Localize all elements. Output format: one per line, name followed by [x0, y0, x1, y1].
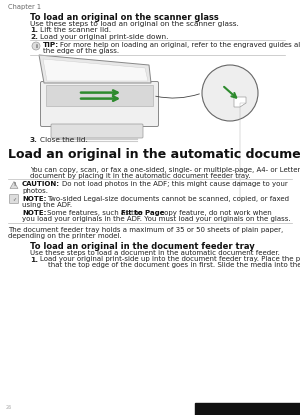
Text: 1.: 1. — [30, 27, 38, 34]
Text: Do not load photos in the ADF; this might cause damage to your: Do not load photos in the ADF; this migh… — [62, 181, 288, 187]
Text: Close the lid.: Close the lid. — [40, 137, 88, 143]
Polygon shape — [234, 97, 246, 107]
Circle shape — [32, 42, 40, 50]
Text: 26: 26 — [6, 405, 12, 410]
Circle shape — [202, 65, 258, 121]
Text: Fit to Page: Fit to Page — [121, 210, 164, 216]
Text: Two-sided Legal-size documents cannot be scanned, copied, or faxed: Two-sided Legal-size documents cannot be… — [47, 196, 289, 202]
Text: 1.: 1. — [30, 256, 38, 263]
Text: To load an original on the scanner glass: To load an original on the scanner glass — [30, 13, 219, 22]
Text: You can copy, scan, or fax a one-sided, single- or multiple-page, A4- or Letter-: You can copy, scan, or fax a one-sided, … — [30, 167, 300, 173]
Text: !: ! — [13, 183, 15, 188]
Text: using the ADF.: using the ADF. — [22, 203, 72, 208]
Text: ✓: ✓ — [12, 196, 16, 202]
Text: photos.: photos. — [22, 188, 48, 193]
Text: Some features, such as the: Some features, such as the — [47, 210, 145, 216]
FancyBboxPatch shape — [51, 124, 143, 138]
FancyBboxPatch shape — [40, 81, 158, 127]
Text: document by placing it in the automatic document feeder tray.: document by placing it in the automatic … — [30, 173, 250, 179]
Text: depending on the printer model.: depending on the printer model. — [8, 233, 122, 239]
Text: For more help on loading an original, refer to the engraved guides along: For more help on loading an original, re… — [60, 42, 300, 48]
Text: you load your originals in the ADF. You must load your originals on the glass.: you load your originals in the ADF. You … — [22, 217, 291, 222]
Text: 2.: 2. — [30, 34, 38, 40]
Text: Load your original print-side up into the document feeder tray. Place the pages : Load your original print-side up into th… — [40, 256, 300, 263]
Text: TIP:: TIP: — [43, 42, 59, 48]
Text: The document feeder tray holds a maximum of 35 or 50 sheets of plain paper,: The document feeder tray holds a maximum… — [8, 227, 283, 233]
Text: Load an original in the automatic document feeder (ADF): Load an original in the automatic docume… — [8, 148, 300, 161]
Text: Load your original print-side down.: Load your original print-side down. — [40, 34, 169, 40]
Bar — [46, 85, 153, 106]
Text: 3.: 3. — [30, 137, 38, 143]
Polygon shape — [10, 181, 18, 188]
Text: i: i — [35, 44, 37, 49]
Text: copy feature, do not work when: copy feature, do not work when — [158, 210, 272, 216]
Text: Chapter 1: Chapter 1 — [8, 4, 41, 10]
Polygon shape — [43, 59, 148, 81]
Bar — [195, 403, 300, 415]
Text: To load an original in the document feeder tray: To load an original in the document feed… — [30, 242, 255, 251]
Text: Use these steps to load an original on the scanner glass.: Use these steps to load an original on t… — [30, 21, 239, 27]
Polygon shape — [39, 55, 151, 83]
Text: that the top edge of the document goes in first. Slide the media into the automa: that the top edge of the document goes i… — [48, 263, 300, 269]
Text: CAUTION:: CAUTION: — [22, 181, 60, 187]
FancyBboxPatch shape — [10, 195, 19, 203]
Text: Lift the scanner lid.: Lift the scanner lid. — [40, 27, 111, 34]
Text: NOTE:: NOTE: — [22, 210, 46, 216]
Text: NOTE:: NOTE: — [22, 196, 46, 202]
Text: the edge of the glass.: the edge of the glass. — [43, 49, 119, 54]
Text: Use these steps to load a document in the automatic document feeder.: Use these steps to load a document in th… — [30, 250, 280, 256]
